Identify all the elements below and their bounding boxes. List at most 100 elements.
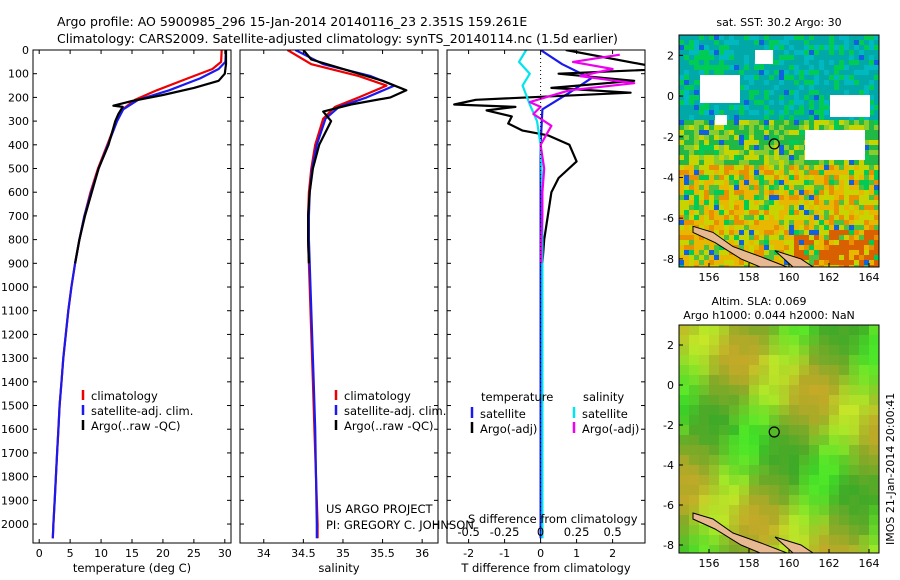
sla-cell — [689, 375, 700, 386]
sst-cell — [719, 215, 725, 221]
sst-cell — [694, 175, 700, 181]
sst-cell — [759, 180, 765, 186]
sst-cell — [749, 55, 755, 61]
x-tick-label: 15 — [125, 547, 139, 560]
sst-cell — [874, 105, 879, 111]
sst-cell — [819, 245, 825, 251]
sla-cell — [699, 545, 710, 553]
sst-cell — [789, 215, 795, 221]
sla-cell — [679, 375, 690, 386]
sst-cell — [834, 255, 840, 261]
sla-cell — [749, 475, 760, 486]
sla-cell — [779, 345, 790, 356]
sst-cell — [784, 45, 790, 51]
sst-cell — [724, 225, 730, 231]
sla-cell — [739, 325, 750, 336]
sla-cell — [859, 405, 870, 416]
sst-cell — [839, 170, 845, 176]
sla-cell — [729, 395, 740, 406]
sst-cell — [689, 225, 695, 231]
sst-cell — [709, 55, 715, 61]
sst-cell — [699, 130, 705, 136]
sst-cell — [744, 140, 750, 146]
sst-cell — [804, 205, 810, 211]
sst-cell — [689, 75, 695, 81]
sst-cell — [799, 180, 805, 186]
series-line-climatology — [51, 50, 223, 539]
sst-cell — [739, 185, 745, 191]
sst-cell — [874, 190, 879, 196]
sst-cell — [689, 110, 695, 116]
sst-cell — [739, 260, 745, 266]
sst-cell — [759, 150, 765, 156]
sst-cell — [749, 230, 755, 236]
sst-cell — [784, 65, 790, 71]
sst-cell — [784, 235, 790, 241]
sst-cell — [819, 215, 825, 221]
sst-cell — [844, 45, 850, 51]
sst-cell — [684, 40, 690, 46]
sst-cell — [809, 105, 815, 111]
sst-cell — [784, 55, 790, 61]
sst-cell — [804, 220, 810, 226]
sst-cell — [714, 185, 720, 191]
sst-cell — [869, 130, 875, 136]
sst-cell — [849, 40, 855, 46]
sst-cell — [844, 125, 850, 131]
sst-cell — [864, 50, 870, 56]
sst-cell — [729, 165, 735, 171]
sst-cell — [719, 245, 725, 251]
sst-cell — [814, 110, 820, 116]
sst-cell — [724, 110, 730, 116]
sla-cell — [709, 415, 720, 426]
sla-cell — [799, 345, 810, 356]
sst-cell — [684, 215, 690, 221]
sst-cell — [724, 260, 730, 266]
sst-cell — [764, 225, 770, 231]
sst-cell — [804, 120, 810, 126]
sst-cell — [849, 255, 855, 261]
sst-cell — [759, 215, 765, 221]
map-y-tick-label: -4 — [663, 171, 674, 184]
sst-cell — [719, 160, 725, 166]
sst-cell — [779, 165, 785, 171]
sst-cell — [839, 165, 845, 171]
sla-cell — [749, 415, 760, 426]
sst-cell — [709, 205, 715, 211]
sst-cell — [864, 170, 870, 176]
sst-cell — [869, 45, 875, 51]
sst-cell — [774, 230, 780, 236]
sst-cell — [859, 225, 865, 231]
sla-cell — [739, 385, 750, 396]
sst-cell — [724, 195, 730, 201]
x-tick-label: 10 — [94, 547, 108, 560]
sst-cell — [744, 75, 750, 81]
sst-cell — [729, 265, 735, 267]
sst-cell — [809, 90, 815, 96]
sst-cell — [869, 120, 875, 126]
sst-cell — [694, 50, 700, 56]
argo-position-marker — [768, 426, 780, 438]
sst-cell — [764, 70, 770, 76]
sst-cell — [864, 255, 870, 261]
sst-cell — [769, 230, 775, 236]
sst-cell — [874, 75, 879, 81]
sst-cell — [824, 185, 830, 191]
sst-cell — [709, 105, 715, 111]
sst-cell — [764, 180, 770, 186]
sst-cell — [829, 120, 835, 126]
sst-cell — [689, 120, 695, 126]
sst-cell — [814, 80, 820, 86]
sla-cell — [699, 465, 710, 476]
sst-cell — [754, 45, 760, 51]
sla-cell — [829, 395, 840, 406]
sst-cell — [689, 215, 695, 221]
sst-cell — [699, 240, 705, 246]
sst-cell — [744, 65, 750, 71]
sst-cell — [739, 145, 745, 151]
sst-cell — [834, 85, 840, 91]
sst-cell — [689, 220, 695, 226]
sla-cell — [759, 405, 770, 416]
sla-cell — [729, 495, 740, 506]
sst-cell — [834, 90, 840, 96]
